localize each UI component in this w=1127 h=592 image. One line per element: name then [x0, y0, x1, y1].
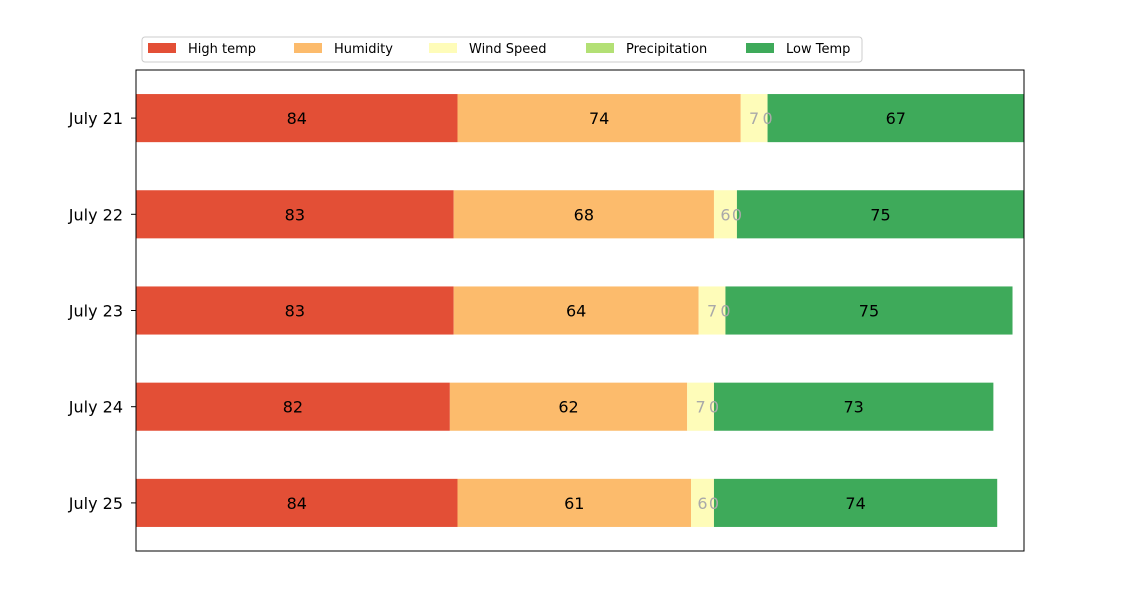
- bar-humidity-july-21: [457, 94, 741, 143]
- bar-value-label: 6: [697, 494, 707, 513]
- bar-value-label: 7: [707, 302, 717, 321]
- legend-entry-label: Wind Speed: [469, 42, 547, 57]
- y-axis: July 21 July 22 July 23 July 24 July 25: [68, 109, 136, 513]
- bar-humidity-july-24: [449, 382, 688, 431]
- legend-swatch: [746, 43, 774, 53]
- bar-value-label: 7: [749, 109, 759, 128]
- y-tick-label: July 25: [68, 494, 123, 513]
- bar-value-label: 0: [709, 494, 719, 513]
- bar-value-label: 0: [709, 398, 719, 417]
- legend-entry-label: Humidity: [334, 42, 393, 57]
- y-tick-label: July 22: [68, 205, 123, 224]
- bar-value-label: 7: [695, 398, 705, 417]
- bar-value-label: 84: [287, 494, 307, 513]
- y-tick-label: July 24: [68, 398, 123, 417]
- bar-value-label: 74: [845, 494, 865, 513]
- bar-wind-speed-july-25: [691, 478, 714, 527]
- bar-value-label: 67: [886, 109, 906, 128]
- y-tick-label: July 21: [68, 109, 123, 128]
- bar-high-temp-july-22: [136, 190, 454, 239]
- bar-high-temp-july-23: [136, 286, 454, 335]
- legend: High temp Humidity Wind Speed Precipitation…: [141, 36, 863, 63]
- bar-value-label: 0: [720, 302, 730, 321]
- bar-value-label: 75: [870, 205, 890, 224]
- legend-swatch: [429, 43, 457, 53]
- bar-value-label: 6: [720, 205, 730, 224]
- bar-wind-speed-july-21: [740, 94, 768, 143]
- bar-humidity-july-25: [457, 478, 691, 527]
- legend-swatch: [148, 43, 176, 53]
- bar-wind-speed-july-22: [713, 190, 737, 239]
- bar-value-label: 0: [762, 109, 772, 128]
- legend-entry-label: Low Temp: [786, 42, 850, 57]
- bar-value-label: 73: [843, 398, 863, 417]
- bar-wind-speed-july-23: [698, 286, 726, 335]
- bar-high-temp-july-24: [136, 382, 450, 431]
- bar-value-label: 68: [574, 205, 594, 224]
- bar-high-temp-july-21: [136, 94, 458, 143]
- bar-wind-speed-july-24: [687, 382, 714, 431]
- bar-value-label: 62: [558, 398, 578, 417]
- bar-value-label: 74: [589, 109, 609, 128]
- legend-entry-label: Precipitation: [626, 42, 707, 57]
- legend-entry-label: High temp: [188, 42, 256, 57]
- bar-value-label: 82: [283, 398, 303, 417]
- bar-value-label: 0: [732, 205, 742, 224]
- bar-low-temp-july-21: [767, 94, 1024, 143]
- bar-humidity-july-23: [453, 286, 699, 335]
- legend-swatch: [586, 43, 614, 53]
- bar-low-temp-july-22: [736, 190, 1024, 239]
- bar-low-temp-july-23: [725, 286, 1013, 335]
- bars-layer: [136, 94, 1024, 527]
- legend-swatch: [294, 43, 322, 53]
- bar-value-label: 83: [285, 302, 305, 321]
- bar-humidity-july-22: [453, 190, 714, 239]
- bar-value-label: 83: [285, 205, 305, 224]
- bar-low-temp-july-25: [713, 478, 998, 527]
- bar-value-label: 84: [287, 109, 307, 128]
- plot-frame: [135, 69, 1025, 552]
- bar-value-label: 61: [564, 494, 584, 513]
- bar-low-temp-july-24: [713, 382, 994, 431]
- y-tick-label: July 23: [68, 302, 123, 321]
- bar-high-temp-july-25: [136, 478, 458, 527]
- bar-value-label: 64: [566, 302, 586, 321]
- bar-value-label: 75: [859, 302, 879, 321]
